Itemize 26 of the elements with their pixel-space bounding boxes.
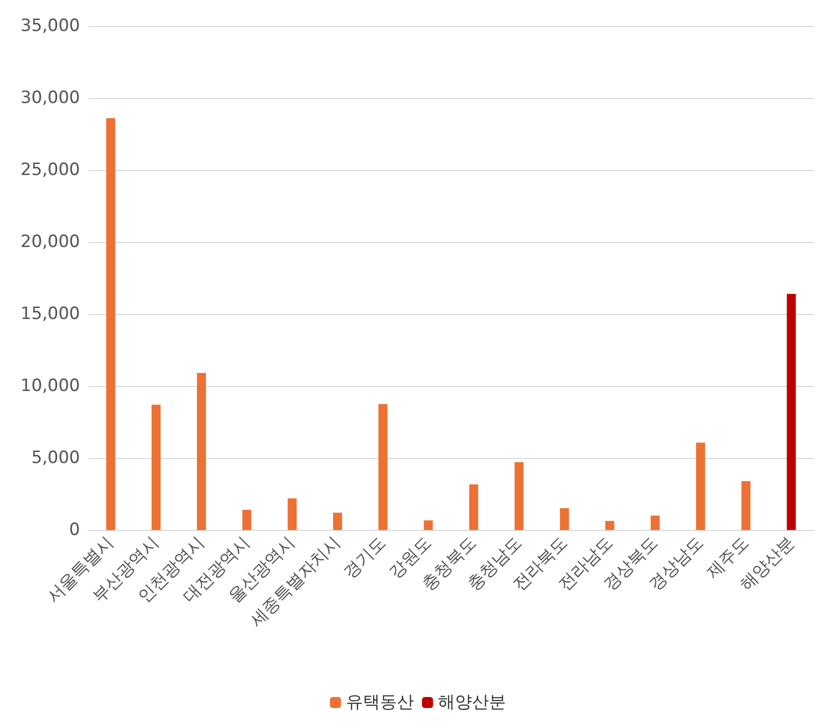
bar [786, 294, 796, 530]
bar [106, 118, 116, 530]
y-tick-label: 30,000 [20, 88, 80, 108]
bar [196, 373, 206, 530]
y-tick-label: 25,000 [20, 160, 80, 180]
bar [605, 520, 614, 530]
y-tick-label: 0 [69, 520, 80, 540]
bar [152, 404, 161, 530]
bar [242, 510, 252, 530]
bar [741, 481, 750, 530]
bar [333, 512, 342, 530]
y-tick-label: 5,000 [31, 448, 80, 468]
y-tick-label: 15,000 [20, 304, 80, 324]
legend-label: 해양산분 [438, 692, 506, 712]
legend-label: 유택동산 [346, 692, 414, 712]
y-tick-label: 35,000 [20, 16, 80, 36]
bar [696, 442, 706, 530]
bar [514, 462, 524, 530]
bar [560, 508, 569, 530]
bar [424, 520, 433, 530]
bar [288, 498, 297, 530]
y-tick-label: 20,000 [20, 232, 80, 252]
bar [650, 516, 660, 530]
bar [469, 484, 478, 530]
y-tick-label: 10,000 [20, 376, 80, 396]
bar [378, 404, 388, 530]
